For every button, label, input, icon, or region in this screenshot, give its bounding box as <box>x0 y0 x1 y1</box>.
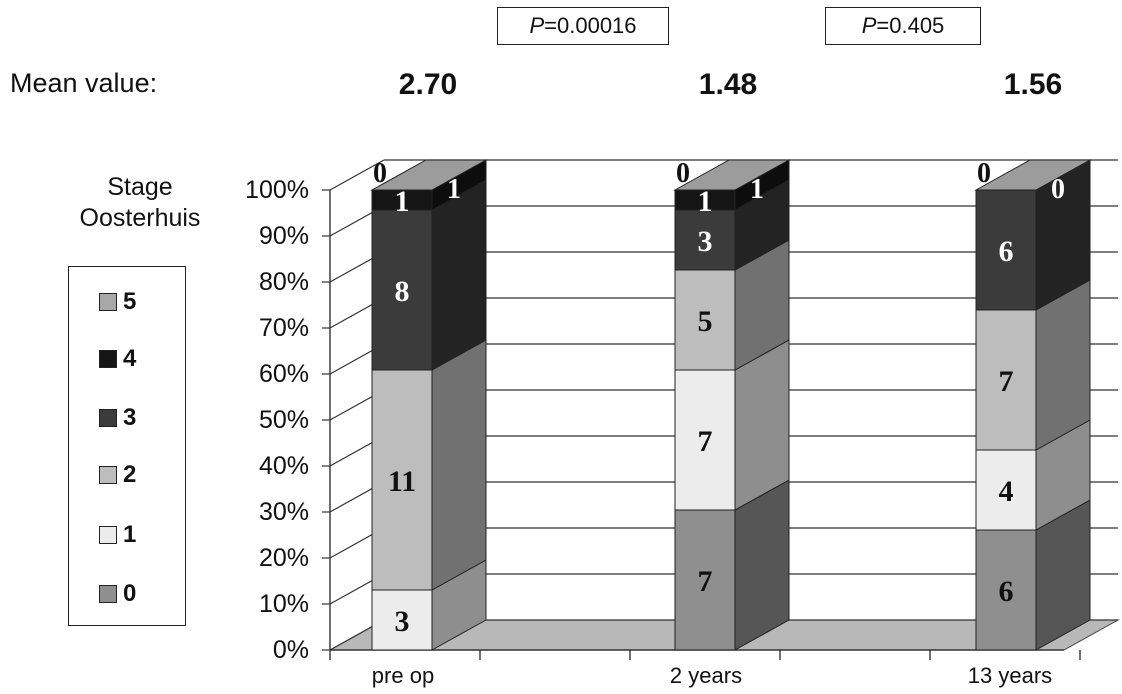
bar-count-label: 7 <box>999 365 1014 398</box>
legend-label-4: 4 <box>123 345 137 372</box>
legend-swatch-4 <box>99 350 117 368</box>
y-tick-label: 10% <box>258 590 309 618</box>
bar-side-stage-3 <box>431 179 487 371</box>
y-tick-label: 40% <box>258 452 309 480</box>
x-tick-label-2-years: 2 years <box>669 663 743 688</box>
bar-top-label-right: 0 <box>1051 174 1065 205</box>
bar-count-label: 7 <box>698 565 713 598</box>
legend-item-5: 5 <box>99 288 137 315</box>
legend-swatch-5 <box>99 293 117 311</box>
y-tick-label: 30% <box>258 498 309 526</box>
mean-value-label: Mean value: <box>10 68 158 98</box>
x-tick-label-pre-op: pre op <box>371 663 435 688</box>
mean-value-13-years: 1.56 <box>1003 68 1063 101</box>
bar-segment-stage-2 <box>371 369 433 591</box>
legend-item-4: 4 <box>99 345 137 372</box>
bar-count-label: 3 <box>395 605 410 638</box>
legend-label-2: 2 <box>123 461 137 488</box>
bar-count-label: 5 <box>698 305 713 338</box>
bar-segment-stage-3 <box>371 209 433 371</box>
y-tick-label: 50% <box>258 406 309 434</box>
bar-segment-stage-0 <box>975 529 1037 651</box>
bar-count-label: 6 <box>999 575 1014 608</box>
bar-top-label-left: 0 <box>373 158 387 189</box>
gridline-diagonal <box>329 159 385 191</box>
mean-value-pre-op: 2.70 <box>398 68 458 101</box>
bar-count-label: 8 <box>395 275 410 308</box>
bar-top-label-right: 1 <box>447 174 461 205</box>
bar-top-cap <box>673 159 791 191</box>
legend-label-1: 1 <box>123 521 137 548</box>
y-tick-label: 60% <box>258 360 309 388</box>
bar-count-label: 4 <box>999 475 1014 508</box>
legend-label-0: 0 <box>123 580 137 607</box>
bar-count-label: 11 <box>388 465 416 498</box>
bar-count-label: 7 <box>698 425 713 458</box>
bar-count-label: 3 <box>698 225 713 258</box>
y-tick-label: 70% <box>258 314 309 342</box>
legend-swatch-1 <box>99 526 117 544</box>
p-value-1-value: =0.00016 <box>544 13 637 38</box>
p-value-2-prefix: P <box>861 13 877 38</box>
p-value-box-2: P=0.405 <box>825 7 981 45</box>
bar-top-label-right: 1 <box>750 174 764 205</box>
mean-value-2-years: 1.48 <box>698 68 758 101</box>
bar-top-label-left: 0 <box>676 158 690 189</box>
bar-segment-stage-0 <box>674 509 736 651</box>
x-tick-label-13-years: 13 years <box>967 663 1053 688</box>
p-value-2-value: =0.405 <box>876 13 945 38</box>
bar-count-label: 6 <box>999 235 1014 268</box>
legend-label-3: 3 <box>123 404 137 431</box>
bar-count-label: 1 <box>698 185 713 218</box>
legend-item-2: 2 <box>99 461 137 488</box>
y-tick-label: 0% <box>272 636 309 664</box>
legend-title: Stage Oosterhuis <box>60 172 220 234</box>
bar-count-label: 1 <box>395 185 410 218</box>
legend-swatch-2 <box>99 466 117 484</box>
bar-segment-stage-2 <box>674 269 736 371</box>
legend-title-line1: Stage <box>107 173 173 201</box>
legend-label-5: 5 <box>123 288 137 315</box>
bar-segment-stage-3 <box>975 189 1037 311</box>
legend-item-0: 0 <box>99 580 137 607</box>
legend-title-line2: Oosterhuis <box>79 204 201 232</box>
y-tick-label: 90% <box>258 222 309 250</box>
bar-segment-stage-3 <box>674 209 736 271</box>
y-tick-label: 80% <box>258 268 309 296</box>
y-tick-label: 20% <box>258 544 309 572</box>
bar-top-cap <box>974 159 1092 191</box>
legend: 5 4 3 2 1 0 <box>68 266 186 626</box>
p-value-1-prefix: P <box>529 13 545 38</box>
p-value-box-1: P=0.00016 <box>497 7 669 45</box>
legend-swatch-0 <box>99 585 117 603</box>
bar-side-stage-2 <box>431 339 487 591</box>
y-tick-label: 100% <box>245 176 309 204</box>
legend-item-3: 3 <box>99 404 137 431</box>
bar-top-label-left: 0 <box>977 158 991 189</box>
bar-top-cap <box>370 159 488 191</box>
legend-swatch-3 <box>99 409 117 427</box>
legend-item-1: 1 <box>99 521 137 548</box>
